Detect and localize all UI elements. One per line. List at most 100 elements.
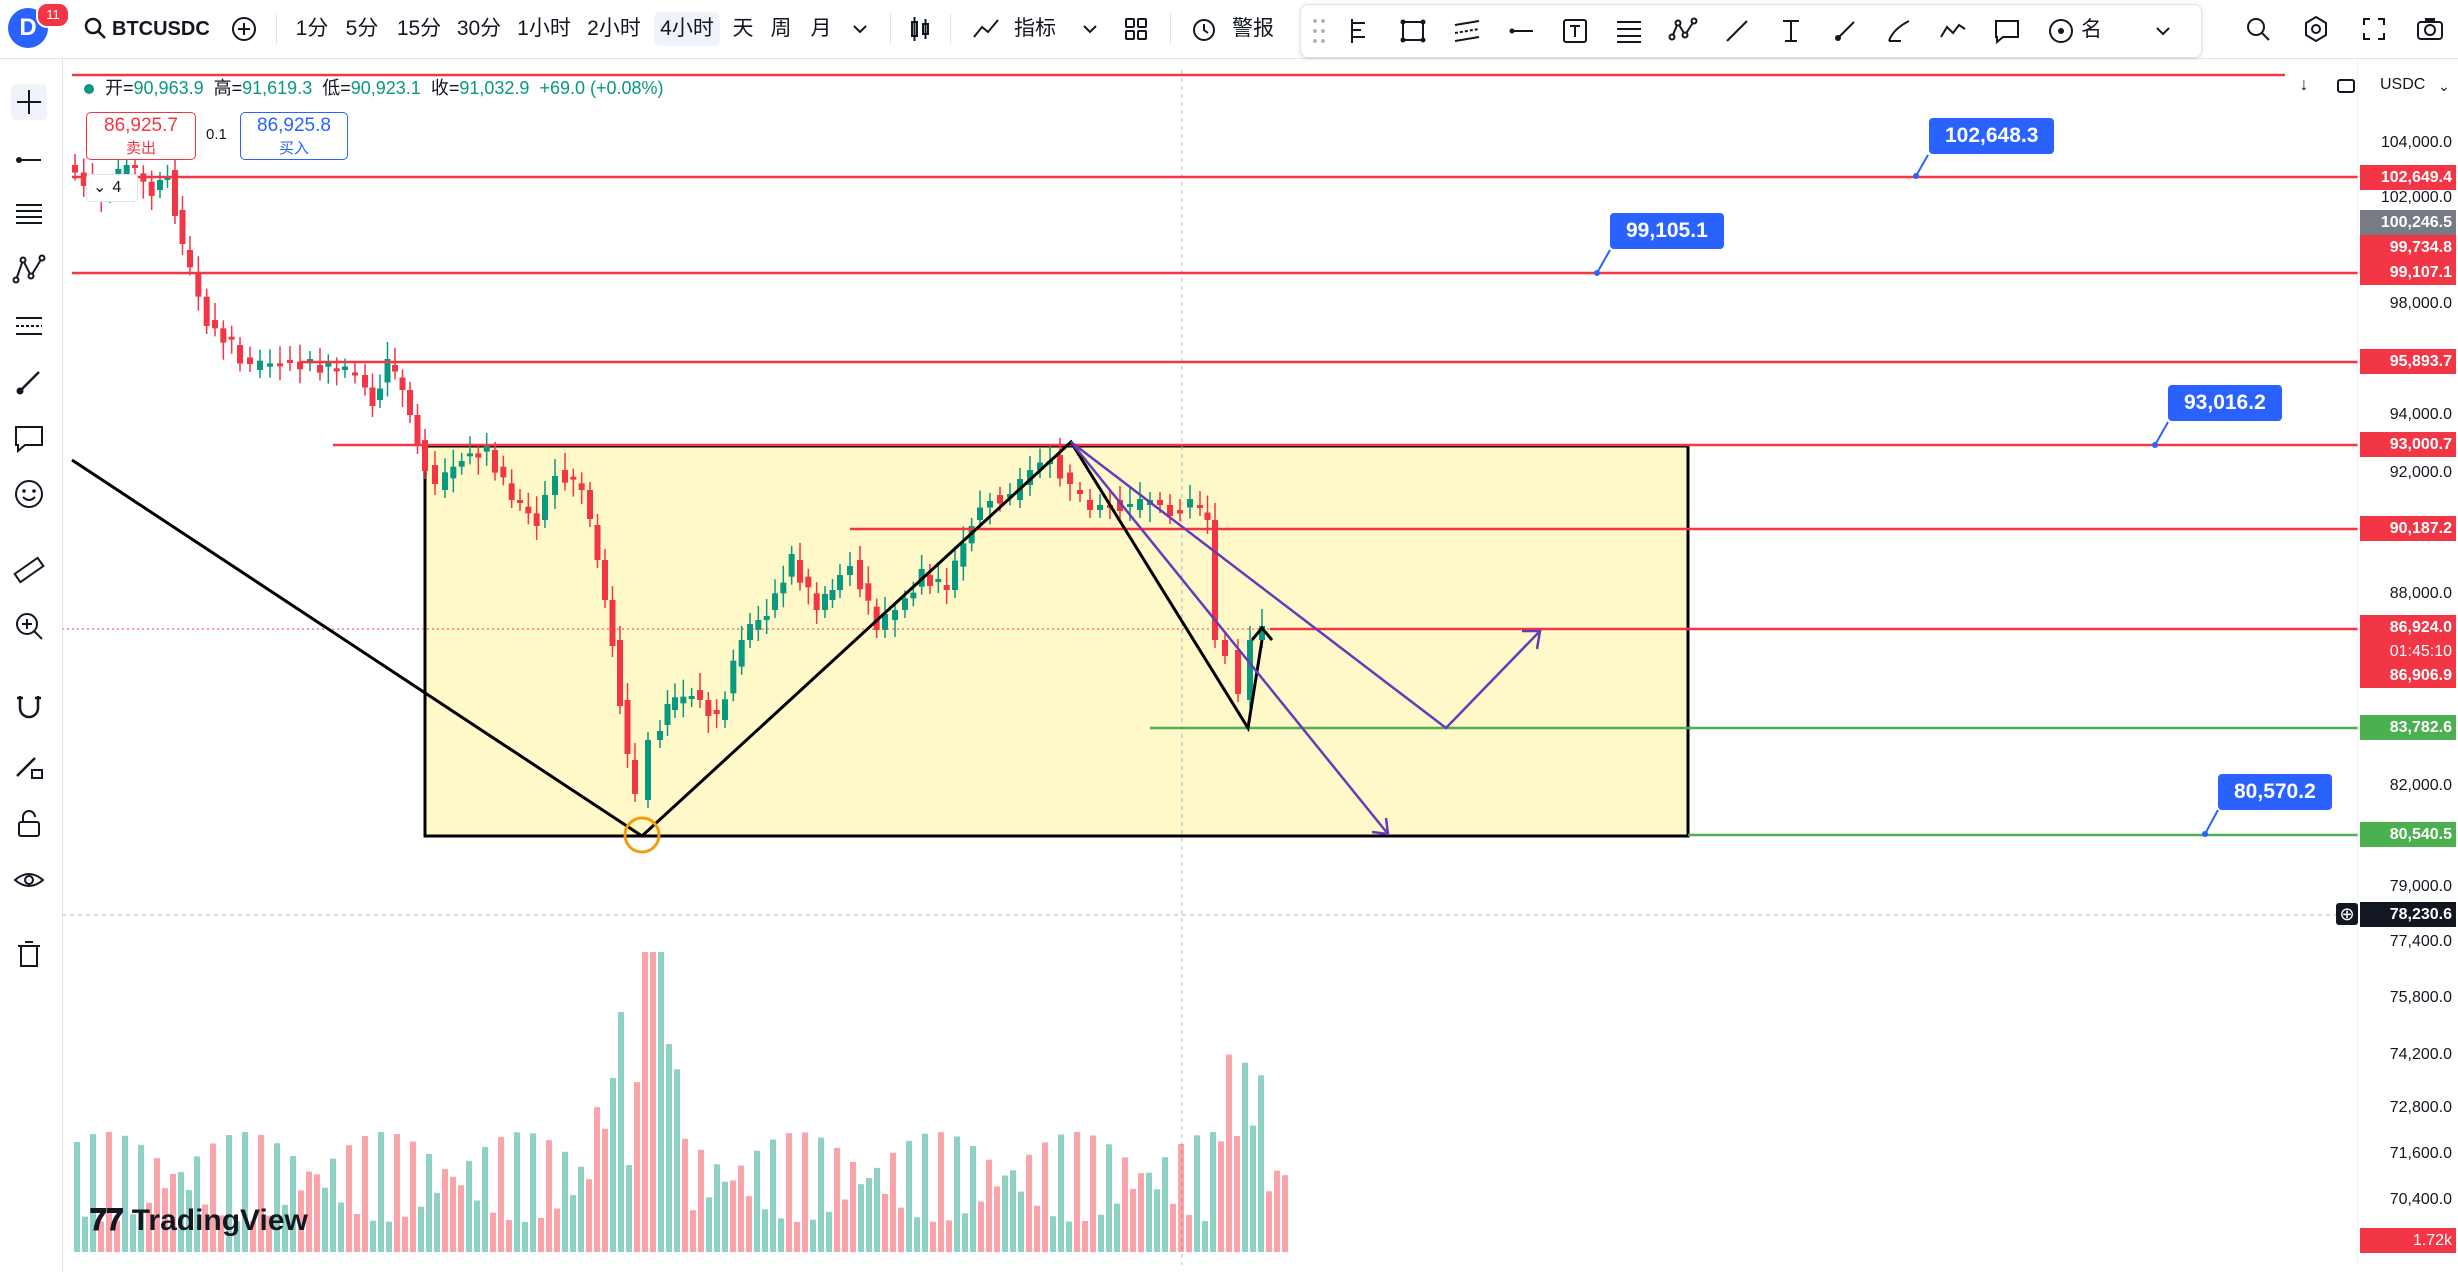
volume-bar	[1034, 1205, 1040, 1252]
target-icon[interactable]	[2045, 15, 2077, 47]
fib-tool-icon[interactable]	[11, 196, 47, 232]
parallel-channel-icon[interactable]	[1451, 15, 1483, 47]
current-price-tag[interactable]: 86,924.0	[2360, 615, 2456, 640]
arrow-down-icon[interactable]: ↓	[2299, 74, 2309, 94]
pen-tool-icon[interactable]	[1883, 15, 1915, 47]
candle-body	[624, 700, 631, 754]
price-callout-4[interactable]: 80,570.2	[2218, 774, 2332, 810]
add-symbol-icon[interactable]	[228, 13, 260, 45]
text-tool-icon[interactable]	[1559, 15, 1591, 47]
candle-body	[1007, 494, 1013, 498]
low-label: 低=	[322, 78, 351, 98]
camera-icon[interactable]	[2414, 13, 2446, 45]
trend-line-icon[interactable]	[11, 142, 47, 178]
interval-2h[interactable]: 2小时	[587, 17, 641, 40]
price-chart[interactable]	[62, 58, 2358, 1272]
tradingview-logo[interactable]: 𝟕𝟕 TradingView	[90, 1204, 308, 1238]
price-callout-2[interactable]: 99,105.1	[1610, 213, 1724, 249]
pattern-icon[interactable]	[11, 252, 47, 288]
volume-bar	[834, 1147, 840, 1252]
chevron-down-icon[interactable]	[844, 13, 876, 45]
comment-icon[interactable]	[1991, 15, 2023, 47]
axis-price-tag[interactable]: 80,540.5	[2360, 822, 2456, 847]
trend-line-icon[interactable]	[1721, 15, 1753, 47]
brush-icon[interactable]	[11, 364, 47, 400]
ruler-icon[interactable]	[11, 552, 47, 588]
candle-body	[257, 360, 263, 370]
candle-body	[414, 415, 421, 446]
forecast-icon[interactable]	[11, 308, 47, 344]
sync-icon[interactable]	[2334, 74, 2358, 98]
chevron-down-icon[interactable]	[2147, 15, 2179, 47]
interval-5m[interactable]: 5分	[345, 17, 379, 40]
volume-bar	[242, 1132, 248, 1252]
low-point-marker[interactable]	[623, 816, 661, 854]
crosshair-icon[interactable]	[11, 84, 47, 120]
axis-price-tag[interactable]: 83,782.6	[2360, 715, 2456, 740]
arrow-head-icon	[1522, 629, 1542, 650]
interval-15m[interactable]: 15分	[396, 17, 442, 40]
emoji-icon[interactable]	[11, 476, 47, 512]
add-alert-icon[interactable]: ⊕	[2336, 903, 2358, 925]
buy-button[interactable]: 86,925.8 买入	[240, 112, 348, 160]
projection-path-down[interactable]	[1070, 441, 1389, 835]
layout-grid-icon[interactable]	[1120, 13, 1152, 45]
fib-retracement-icon[interactable]	[1613, 15, 1645, 47]
candle-body	[369, 387, 376, 406]
candle-style-icon[interactable]	[904, 13, 936, 45]
interval-1h[interactable]: 1小时	[517, 17, 571, 40]
interval-1m[interactable]: 1分	[295, 17, 329, 40]
volume-bar	[306, 1171, 312, 1252]
chevron-down-icon[interactable]: ⌄	[2438, 78, 2450, 94]
axis-price-tag[interactable]: 102,649.4	[2360, 165, 2456, 190]
chevron-down-icon[interactable]	[1074, 13, 1106, 45]
zoom-in-icon[interactable]	[11, 608, 47, 644]
eye-icon[interactable]	[11, 862, 47, 898]
interval-week[interactable]: 周	[770, 17, 792, 40]
interval-4h[interactable]: 4小时	[654, 12, 720, 46]
magnet-icon[interactable]	[11, 688, 47, 724]
axis-price-tag[interactable]: 90,187.2	[2360, 516, 2456, 541]
sell-button[interactable]: 86,925.7 卖出	[86, 112, 196, 160]
quantity-selector[interactable]: ⌄ 4	[86, 174, 138, 202]
drag-handle-icon[interactable]	[1311, 15, 1327, 47]
horizontal-ray-icon[interactable]	[1505, 15, 1537, 47]
brush-tool-icon[interactable]	[1829, 15, 1861, 47]
axis-price-tag[interactable]: 99,734.8	[2360, 235, 2456, 260]
price-callout-1[interactable]: 102,648.3	[1929, 118, 2055, 154]
price-callout-3[interactable]: 93,016.2	[2168, 385, 2282, 421]
search-icon[interactable]	[80, 13, 112, 45]
top-toolbar: D 11 BTCUSDC 1分 5分 15分 30分 1小时 2小时 4小时 天…	[0, 0, 2458, 59]
axis-price-tag[interactable]: 95,893.7	[2360, 349, 2456, 374]
volume-bar	[122, 1135, 128, 1252]
currency-label[interactable]: USDC	[2380, 76, 2426, 93]
indicators-icon[interactable]	[970, 13, 1002, 45]
flag-pole-icon[interactable]	[1343, 15, 1375, 47]
pattern-tool-icon[interactable]	[1667, 15, 1699, 47]
annotation-icon[interactable]	[11, 420, 47, 456]
axis-price-tag[interactable]: 100,246.5	[2360, 210, 2456, 235]
interval-month[interactable]: 月	[810, 17, 832, 40]
axis-price-tag[interactable]: 93,000.7	[2360, 432, 2456, 457]
interval-day[interactable]: 天	[732, 17, 754, 40]
fullscreen-icon[interactable]	[2358, 13, 2390, 45]
quick-search-icon[interactable]	[2242, 13, 2274, 45]
alarm-clock-icon[interactable]	[1188, 13, 1220, 45]
candle-body	[1247, 640, 1253, 700]
indicators-button[interactable]: 指标	[1014, 17, 1056, 40]
alert-button[interactable]: 警报	[1232, 17, 1274, 40]
rectangle-tool-icon[interactable]	[1397, 15, 1429, 47]
axis-price-tag[interactable]: 99,107.1	[2360, 260, 2456, 285]
symbol-search[interactable]: BTCUSDC	[112, 18, 210, 40]
anchored-text-icon[interactable]	[1775, 15, 1807, 47]
volume-bar	[954, 1136, 960, 1252]
axis-price-tag[interactable]: 86,906.9	[2360, 663, 2456, 688]
lock-icon[interactable]	[11, 806, 47, 842]
name-label[interactable]: 名	[2081, 18, 2102, 41]
pencil-lock-icon[interactable]	[11, 748, 47, 784]
settings-gear-icon[interactable]	[2300, 13, 2332, 45]
interval-30m[interactable]: 30分	[456, 17, 502, 40]
projection-path-up[interactable]	[1070, 441, 1541, 730]
trash-icon[interactable]	[11, 936, 47, 972]
path-tool-icon[interactable]	[1937, 15, 1969, 47]
